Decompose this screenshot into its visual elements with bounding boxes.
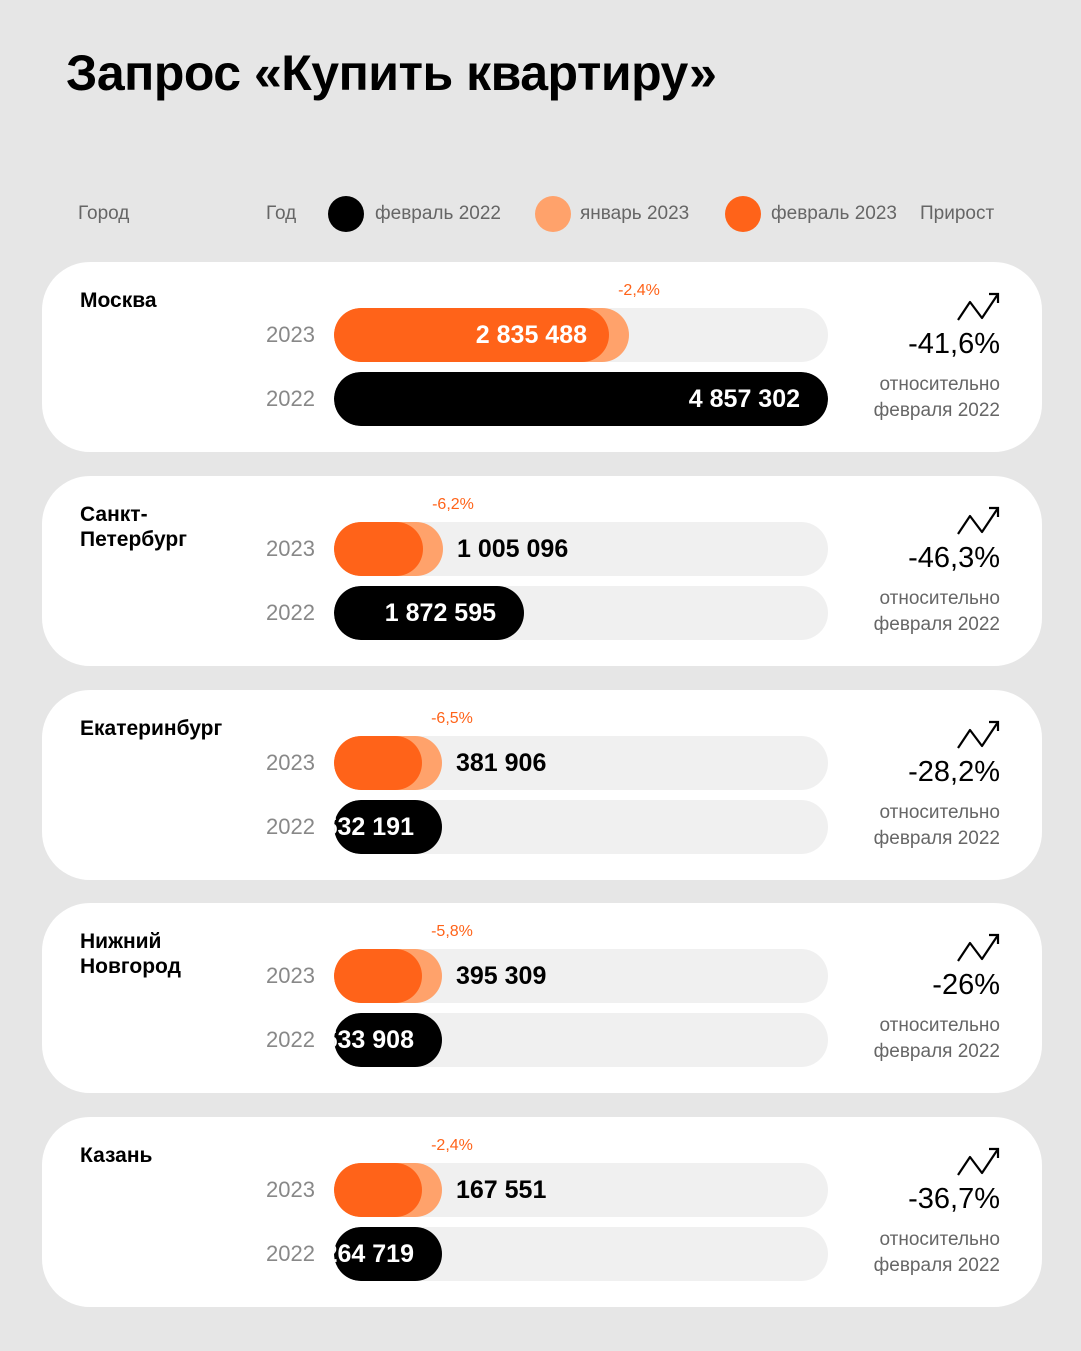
bar-feb2022 bbox=[334, 372, 828, 426]
legend-growth-label: Прирост bbox=[920, 203, 995, 224]
year-label-2023: 2023 bbox=[266, 963, 315, 988]
legend-feb2023-label: февраль 2023 bbox=[771, 203, 897, 224]
value-label-feb2023: 167 551 bbox=[456, 1176, 547, 1204]
legend-feb2022-label: февраль 2022 bbox=[375, 203, 501, 224]
legend-feb2023-swatch bbox=[725, 196, 761, 232]
bar-track-2022: 264 719 bbox=[334, 1227, 828, 1281]
city-card: Казань 2023 2022 167 551 -2,4% 264 719 -36,7% о… bbox=[42, 1117, 1042, 1307]
bar-track-2022: 532 191 bbox=[334, 800, 828, 854]
value-label-feb2022: 532 191 bbox=[334, 813, 414, 841]
trend-up-icon bbox=[957, 506, 1000, 535]
value-label-feb2023: 1 005 096 bbox=[457, 535, 569, 563]
city-name: Санкт- Петербург bbox=[80, 503, 187, 551]
legend-year-label: Год bbox=[266, 203, 297, 224]
delta-label: -6,2% bbox=[432, 496, 474, 513]
city-name: Екатеринбург bbox=[80, 717, 223, 740]
bar-feb2023 bbox=[334, 308, 609, 362]
year-label-2022: 2022 bbox=[266, 386, 315, 411]
bar-track-2023: 2 835 488 bbox=[334, 308, 828, 362]
bar-feb2022 bbox=[334, 800, 442, 854]
growth-note: относительно февраля 2022 bbox=[873, 1015, 1000, 1062]
year-label-2022: 2022 bbox=[266, 600, 315, 625]
bar-feb2023 bbox=[334, 736, 422, 790]
trend-up-icon bbox=[957, 292, 1000, 321]
legend-feb2022-swatch bbox=[328, 196, 364, 232]
legend: Город Год февраль 2022 январь 2023 февра… bbox=[0, 194, 1081, 234]
delta-label: -6,5% bbox=[431, 710, 473, 727]
year-label-2022: 2022 bbox=[266, 1241, 315, 1266]
bar-track-2022: 533 908 bbox=[334, 1013, 828, 1067]
bar-feb2023 bbox=[334, 1163, 422, 1217]
value-label-feb2022: 1 872 595 bbox=[384, 599, 496, 627]
value-label-feb2022: 533 908 bbox=[334, 1026, 414, 1054]
bar-feb2022 bbox=[334, 1013, 442, 1067]
bar-track-2023: 167 551 bbox=[334, 1163, 828, 1217]
legend-jan2023-swatch bbox=[535, 196, 571, 232]
bar-feb2022 bbox=[334, 586, 524, 640]
value-label-feb2023: 2 835 488 bbox=[475, 321, 587, 349]
city-name: Москва bbox=[80, 289, 157, 312]
city-card: Нижний Новгород 2023 2022 395 309 -5,8% 533 9… bbox=[42, 903, 1042, 1093]
value-label-feb2022: 4 857 302 bbox=[688, 385, 800, 413]
year-label-2023: 2023 bbox=[266, 1177, 315, 1202]
value-label-feb2022: 264 719 bbox=[334, 1240, 414, 1268]
city-name: Нижний Новгород bbox=[80, 930, 181, 978]
year-label-2023: 2023 bbox=[266, 750, 315, 775]
growth-note: относительно февраля 2022 bbox=[873, 374, 1000, 421]
delta-label: -2,4% bbox=[618, 282, 660, 299]
bar-feb2023 bbox=[334, 949, 422, 1003]
bar-track-2022: 4 857 302 bbox=[334, 372, 828, 426]
city-name: Казань bbox=[80, 1144, 153, 1167]
city-card: Москва 2023 2022 2 835 488 -2,4% 4 857 302 -41… bbox=[42, 262, 1042, 452]
page-title: Запрос «Купить квартиру» bbox=[66, 45, 717, 101]
legend-jan2023-label: январь 2023 bbox=[580, 203, 690, 224]
year-label-2022: 2022 bbox=[266, 1027, 315, 1052]
year-label-2023: 2023 bbox=[266, 322, 315, 347]
trend-up-icon bbox=[957, 1147, 1000, 1176]
bar-track-2023: 395 309 bbox=[334, 949, 828, 1003]
delta-label: -5,8% bbox=[431, 923, 473, 940]
city-card: Екатеринбург 2023 2022 381 906 -6,5% 532 191 -… bbox=[42, 690, 1042, 880]
bar-track-2023: 1 005 096 bbox=[334, 522, 828, 576]
city-card: Санкт- Петербург 2023 2022 1 005 096 -6,2% 1 … bbox=[42, 476, 1042, 666]
bar-feb2023 bbox=[334, 522, 423, 576]
value-label-feb2023: 395 309 bbox=[456, 962, 547, 990]
growth-note: относительно февраля 2022 bbox=[873, 588, 1000, 635]
bar-track-2023: 381 906 bbox=[334, 736, 828, 790]
growth-note: относительно февраля 2022 bbox=[873, 802, 1000, 849]
delta-label: -2,4% bbox=[431, 1137, 473, 1154]
growth-value: -36,7% bbox=[908, 1183, 1000, 1215]
value-label-feb2023: 381 906 bbox=[456, 749, 547, 777]
year-label-2023: 2023 bbox=[266, 536, 315, 561]
growth-value: -28,2% bbox=[908, 756, 1000, 788]
trend-up-icon bbox=[957, 720, 1000, 749]
growth-note: относительно февраля 2022 bbox=[873, 1229, 1000, 1276]
growth-value: -26% bbox=[932, 969, 1000, 1001]
bar-feb2022 bbox=[334, 1227, 442, 1281]
growth-value: -41,6% bbox=[908, 328, 1000, 360]
year-label-2022: 2022 bbox=[266, 814, 315, 839]
bar-track-2022: 1 872 595 bbox=[334, 586, 828, 640]
legend-city-label: Город bbox=[78, 203, 130, 224]
trend-up-icon bbox=[957, 933, 1000, 962]
growth-value: -46,3% bbox=[908, 542, 1000, 574]
